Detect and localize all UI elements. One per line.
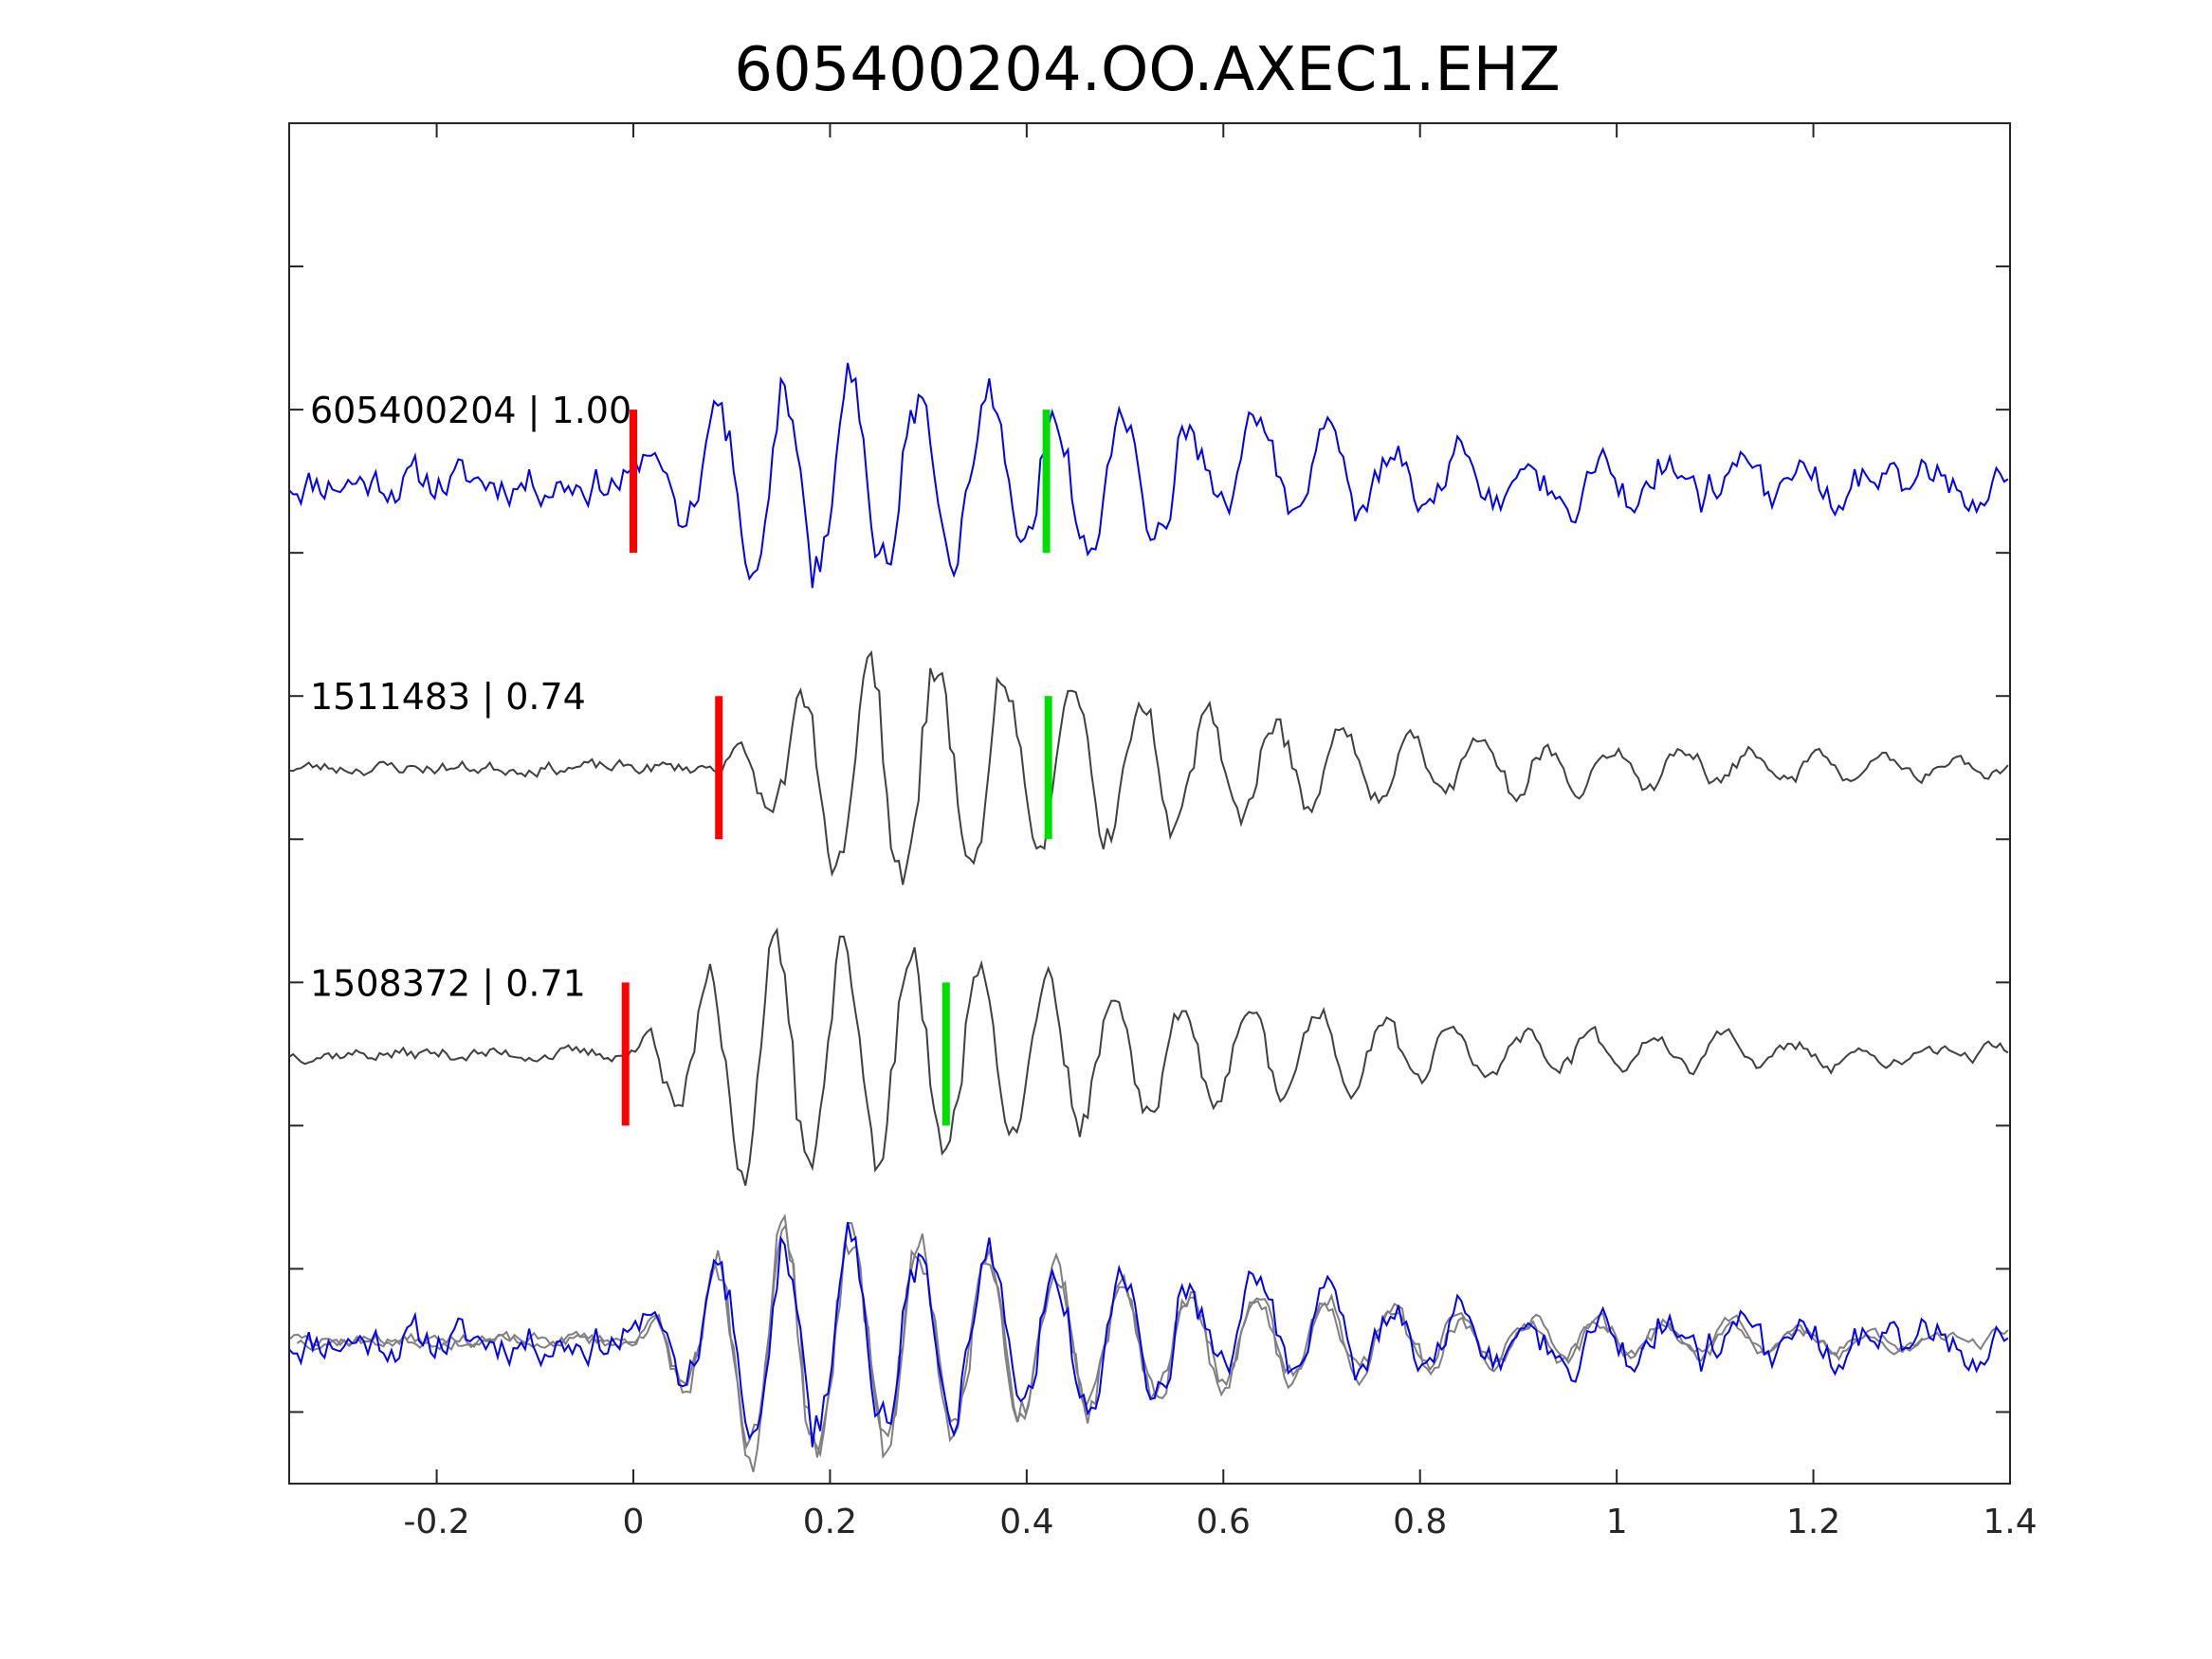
x-tick-label-3: 0.4: [999, 1503, 1053, 1541]
x-tick-label-5: 0.8: [1393, 1503, 1447, 1541]
plot-area: [288, 122, 2011, 1485]
trace-line-0: [288, 362, 2009, 589]
stack-trace-line-2: [288, 1221, 2009, 1448]
traces: [288, 362, 2009, 1472]
chart-title: 605400204.OO.AXEC1.EHZ: [734, 35, 1561, 105]
x-tick-labels: -0.2 0 0.2 0.4 0.6 0.8 1 1.2 1.4: [403, 1503, 2037, 1541]
trace-line-1: [288, 649, 2009, 885]
pick-markers: [621, 410, 1052, 1126]
axis-ticks: [289, 123, 2011, 1484]
trace-label-2: 1508372 | 0.71: [310, 962, 586, 1005]
x-tick-label-8: 1.4: [1983, 1503, 2037, 1541]
x-tick-label-2: 0.2: [803, 1503, 857, 1541]
trace-labels: 605400204 | 1.00 1511483 | 0.74 1508372 | …: [310, 390, 631, 1005]
x-tick-label-6: 1: [1606, 1503, 1628, 1541]
x-tick-label-4: 0.6: [1197, 1503, 1251, 1541]
trace-label-1: 1511483 | 0.74: [310, 676, 586, 719]
trace-line-2: [288, 927, 2009, 1186]
trace-label-0: 605400204 | 1.00: [310, 390, 631, 432]
x-tick-label-0: -0.2: [403, 1503, 469, 1541]
stack-trace-line-1: [296, 1213, 2009, 1472]
x-tick-label-1: 0: [623, 1503, 645, 1541]
x-tick-label-7: 1.2: [1786, 1503, 1840, 1541]
